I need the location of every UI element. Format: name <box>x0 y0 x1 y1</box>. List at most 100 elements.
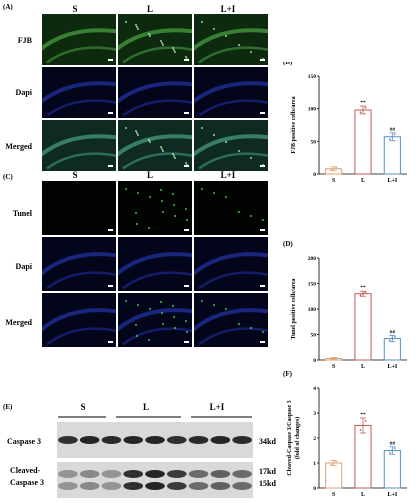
blot-caspase3 <box>57 422 253 458</box>
data-point <box>359 294 362 297</box>
panel-label-c: (C) <box>3 173 13 181</box>
col-label-s-c: S <box>72 170 78 180</box>
micrograph-tile <box>42 67 116 118</box>
y-tick-label: 50 <box>311 139 317 145</box>
y-tick-label: 3 <box>313 411 316 417</box>
x-tick-label: L+I <box>387 364 397 370</box>
micrograph-tile <box>194 120 268 171</box>
band-label-cleaved-line1: Cleaved- <box>10 466 41 475</box>
data-point <box>359 429 362 431</box>
data-point <box>335 166 338 169</box>
significance-mark: ## <box>390 330 396 336</box>
bar-lii <box>383 136 401 175</box>
blot-band <box>79 482 100 490</box>
data-point <box>364 420 367 422</box>
bar-l <box>354 425 372 489</box>
scale-bar <box>184 59 189 61</box>
significance-mark: ## <box>390 127 396 133</box>
blot-band <box>145 470 165 478</box>
scale-bar <box>260 341 265 343</box>
size-34kd: 34kd <box>259 437 276 446</box>
data-point <box>335 460 338 463</box>
bar-chart-b: (B) 0 50 100 150 FJB positive cells/area S L ** L… <box>283 62 407 184</box>
micrograph-tile <box>118 181 192 235</box>
chart-panel-label: (B) <box>283 62 293 66</box>
x-tick-label: L <box>361 492 365 498</box>
chart-panel-label: (F) <box>283 370 293 378</box>
data-point <box>332 167 335 170</box>
blot-band <box>232 482 252 490</box>
micrograph-tile <box>194 14 268 65</box>
row-label-merged-a: Merged <box>5 142 32 151</box>
scale-bar <box>108 59 113 61</box>
col-label-l-a: L <box>146 4 153 14</box>
col-label-s-a: S <box>72 4 78 14</box>
row-label-dapi-c: Dapi <box>15 262 32 271</box>
y-axis-label: FJB positive cells/area <box>291 96 297 153</box>
micrograph-tile <box>118 120 192 171</box>
blot-band <box>101 482 122 490</box>
bar-chart-f: (F) 0 1 2 3 4 Cleaved-Caspase 3/Caspase 3 (fold… <box>283 370 407 498</box>
bar-s <box>325 462 343 489</box>
data-point <box>364 106 367 109</box>
data-point <box>364 291 367 294</box>
blot-band <box>79 436 100 444</box>
micrograph-tile <box>42 293 116 347</box>
blot-band <box>123 482 144 490</box>
data-point <box>388 451 391 454</box>
data-point <box>393 133 396 136</box>
y-tick-label: 2 <box>313 436 316 442</box>
micrograph-tile <box>42 181 116 235</box>
data-point <box>391 337 394 340</box>
scale-bar <box>108 341 113 343</box>
y-tick-label: 1 <box>313 461 316 467</box>
row-label-tunel: Tunel <box>12 209 32 218</box>
blot-band <box>166 470 187 478</box>
blot-group-brackets <box>58 416 252 418</box>
y-tick-label: 200 <box>308 256 317 262</box>
micrograph-tile <box>42 14 116 65</box>
bar-l <box>354 293 372 361</box>
scale-bar <box>108 165 113 167</box>
blot-band <box>166 482 187 490</box>
data-point <box>330 463 333 466</box>
micrograph-tile <box>42 120 116 171</box>
data-point <box>332 462 335 464</box>
micrograph-tile <box>118 237 192 291</box>
scale-bar <box>184 285 189 287</box>
band-label-caspase3: Caspase 3 <box>7 437 42 446</box>
micrograph-tile <box>194 237 268 291</box>
y-tick-label: 150 <box>308 282 317 288</box>
x-tick-label: L <box>361 364 365 370</box>
data-point <box>332 357 335 360</box>
y-tick-label: 4 <box>313 386 316 392</box>
scale-bar <box>260 112 265 114</box>
blot-band <box>145 436 165 444</box>
data-point <box>391 449 394 452</box>
blot-band <box>188 482 209 490</box>
scale-bar <box>260 285 265 287</box>
data-point <box>391 135 394 138</box>
blot-group-s: S <box>80 402 86 412</box>
micrograph-tile <box>194 293 268 347</box>
x-tick-label: L+I <box>387 492 397 498</box>
bar-lii <box>383 450 401 489</box>
col-label-li-a: L+I <box>220 4 236 14</box>
blot-band <box>188 470 209 478</box>
scale-bar <box>108 285 113 287</box>
significance-mark: ** <box>360 100 366 106</box>
blot-band <box>101 436 122 444</box>
col-label-l-c: L <box>146 170 153 180</box>
micrograph-tile <box>194 181 268 235</box>
data-point <box>393 447 396 450</box>
x-tick-label: S <box>332 178 336 184</box>
scale-bar <box>108 229 113 231</box>
scale-bar <box>184 229 189 231</box>
x-tick-label: S <box>332 492 336 498</box>
data-point <box>362 424 364 427</box>
blot-band <box>232 436 252 444</box>
row-label-merged-c: Merged <box>5 318 32 327</box>
y-tick-label: 0 <box>313 358 316 364</box>
blot-cleaved-caspase3 <box>57 462 253 498</box>
data-point <box>388 339 391 342</box>
